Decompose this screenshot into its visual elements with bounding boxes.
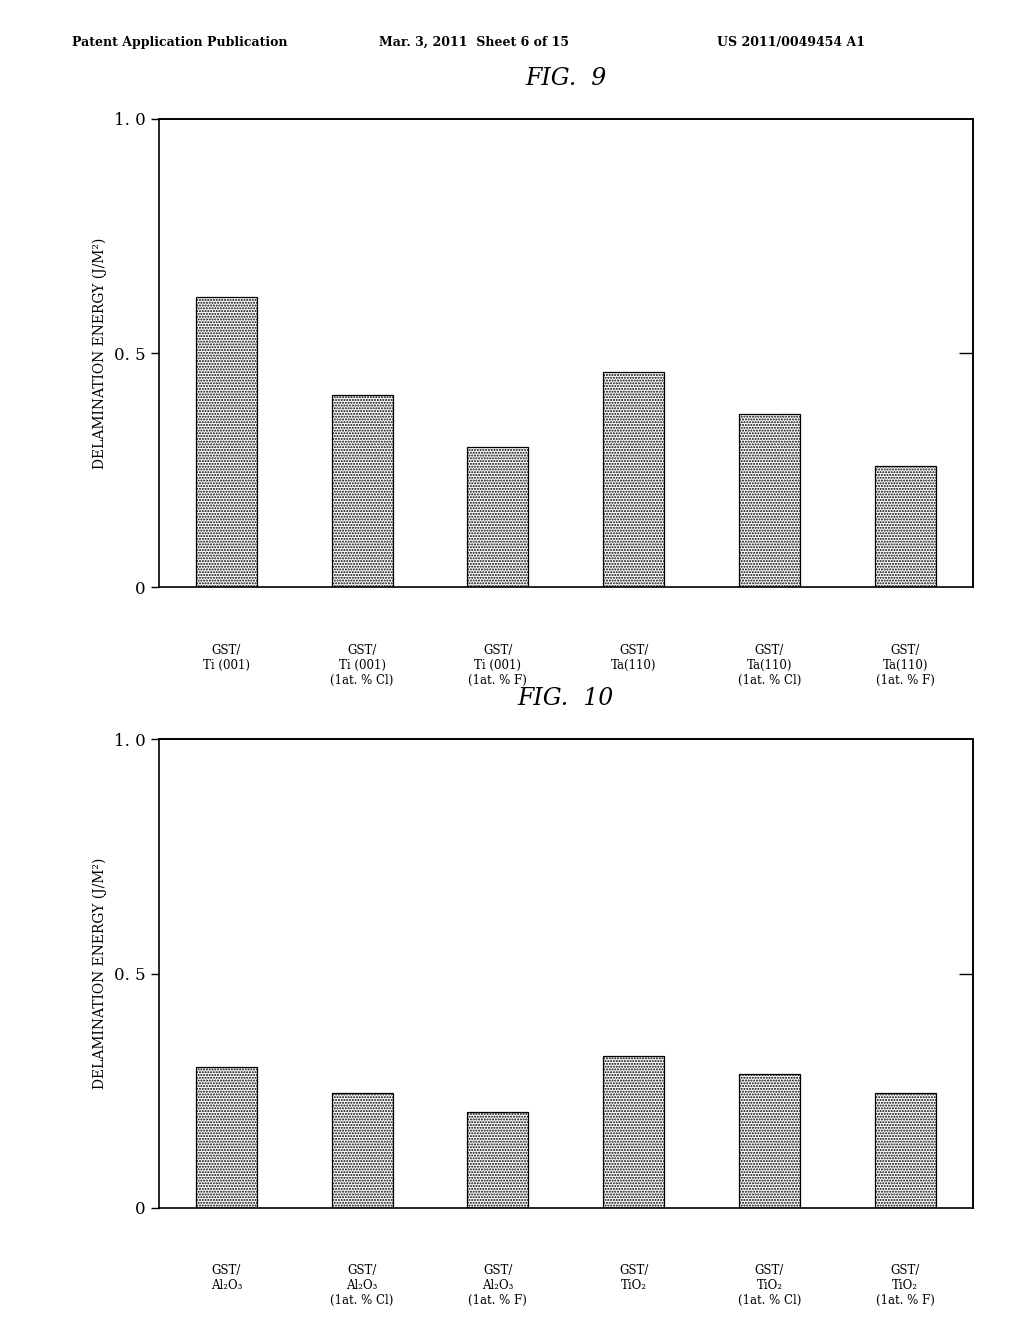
Bar	[196, 1067, 257, 1208]
Text: GST/
TiO₂
(1at. % F): GST/ TiO₂ (1at. % F)	[876, 1265, 935, 1307]
Text: FIG.  10: FIG. 10	[518, 688, 613, 710]
Text: FIG.  9: FIG. 9	[525, 67, 606, 90]
Text: GST/
Ta(110)
(1at. % Cl): GST/ Ta(110) (1at. % Cl)	[737, 644, 801, 686]
Text: GST/
Al₂O₃: GST/ Al₂O₃	[211, 1265, 242, 1292]
Y-axis label: DELAMINATION ENERGY (J/M²): DELAMINATION ENERGY (J/M²)	[92, 858, 106, 1089]
Bar	[332, 395, 392, 587]
Text: GST/
Al₂O₃
(1at. % F): GST/ Al₂O₃ (1at. % F)	[468, 1265, 527, 1307]
Text: Mar. 3, 2011  Sheet 6 of 15: Mar. 3, 2011 Sheet 6 of 15	[379, 36, 569, 49]
Text: GST/
TiO₂
(1at. % Cl): GST/ TiO₂ (1at. % Cl)	[737, 1265, 801, 1307]
Text: US 2011/0049454 A1: US 2011/0049454 A1	[717, 36, 865, 49]
Text: GST/
Ta(110): GST/ Ta(110)	[611, 644, 656, 672]
Bar	[739, 1074, 800, 1208]
Text: GST/
Ta(110)
(1at. % F): GST/ Ta(110) (1at. % F)	[876, 644, 935, 686]
Bar	[332, 1093, 392, 1208]
Bar	[739, 414, 800, 587]
Text: GST/
TiO₂: GST/ TiO₂	[618, 1265, 648, 1292]
Bar	[467, 1111, 528, 1208]
Text: GST/
Ti (001)
(1at. % Cl): GST/ Ti (001) (1at. % Cl)	[331, 644, 394, 686]
Bar	[467, 446, 528, 587]
Bar	[874, 1093, 936, 1208]
Bar	[603, 372, 665, 587]
Bar	[196, 297, 257, 587]
Bar	[874, 466, 936, 587]
Text: GST/
Al₂O₃
(1at. % Cl): GST/ Al₂O₃ (1at. % Cl)	[331, 1265, 394, 1307]
Text: GST/
Ti (001)
(1at. % F): GST/ Ti (001) (1at. % F)	[468, 644, 527, 686]
Bar	[603, 1056, 665, 1208]
Text: Patent Application Publication: Patent Application Publication	[72, 36, 287, 49]
Text: GST/
Ti (001): GST/ Ti (001)	[203, 644, 250, 672]
Y-axis label: DELAMINATION ENERGY (J/M²): DELAMINATION ENERGY (J/M²)	[92, 238, 106, 469]
